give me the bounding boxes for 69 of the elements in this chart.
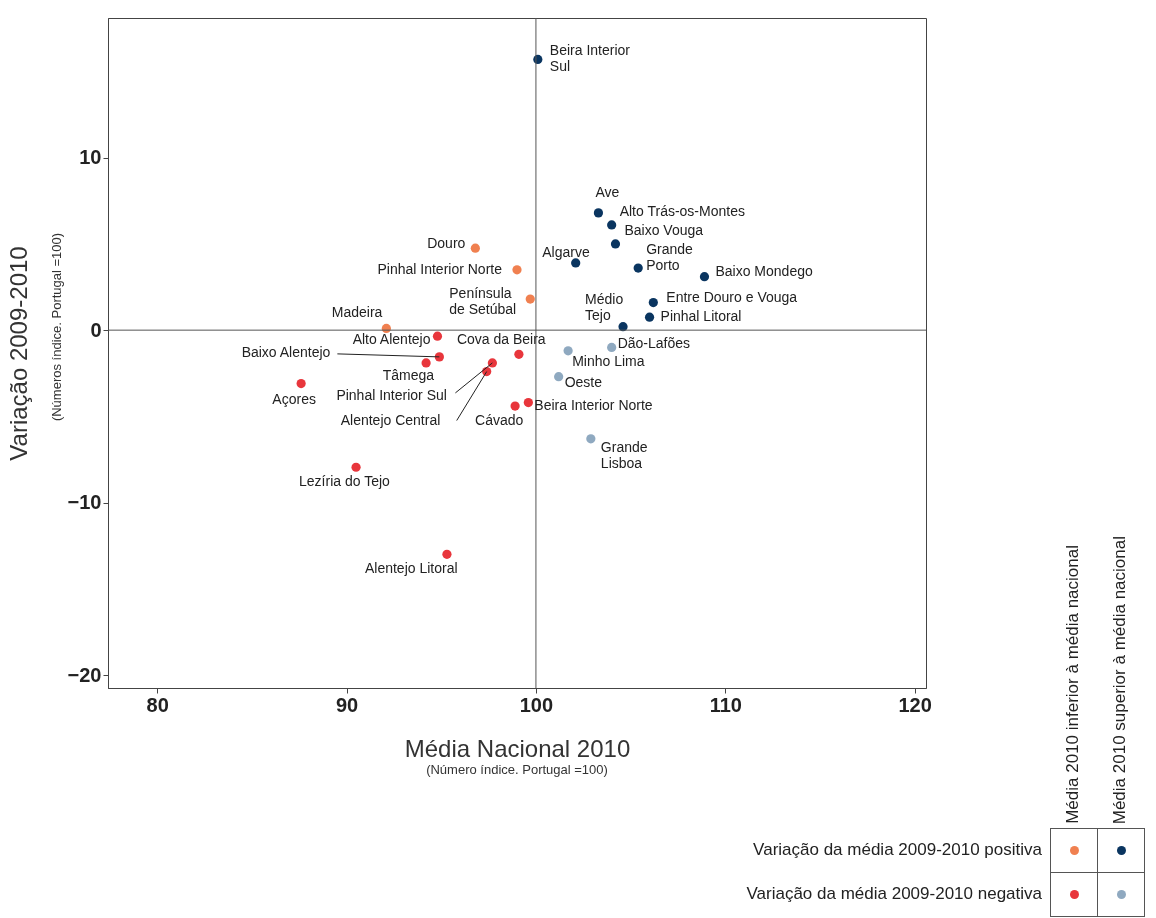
text: Média 2010 inferior à média nacional bbox=[1063, 545, 1083, 824]
x-tick-label: 120 bbox=[898, 693, 932, 716]
y-tick-label: −10 bbox=[67, 491, 102, 514]
annotation: Cova da Beira bbox=[456, 331, 546, 348]
point bbox=[586, 434, 596, 444]
text: Média 2010 superior à média nacional bbox=[1110, 535, 1130, 824]
annotation: Baixo Vouga bbox=[624, 221, 704, 238]
annotation: Grande Lisboa bbox=[600, 438, 648, 471]
annotation: Baixo Mondego bbox=[715, 262, 813, 279]
x-tick-label: 80 bbox=[146, 693, 169, 716]
annotation: Península de Setúbal bbox=[449, 285, 517, 318]
point bbox=[610, 239, 621, 249]
annotation: Pinhal Interior Norte bbox=[377, 260, 503, 277]
point bbox=[648, 297, 658, 308]
x-axis-title: Média Nacional 2010 bbox=[404, 734, 631, 762]
point bbox=[510, 401, 520, 411]
annotation: Açores bbox=[272, 390, 316, 407]
annotation: Lezíria do Tejo bbox=[299, 473, 391, 490]
annotation: Alentejo Litoral bbox=[364, 560, 458, 577]
text: (Números índice. Portugal =100) bbox=[49, 232, 64, 422]
x-tick-label: 100 bbox=[519, 693, 554, 716]
annotation: Pinhal Litoral bbox=[660, 308, 742, 325]
point bbox=[514, 349, 524, 359]
annotation: Pinhal Interior Sul bbox=[336, 386, 447, 403]
point bbox=[699, 272, 710, 282]
point bbox=[421, 358, 431, 368]
point bbox=[351, 462, 361, 472]
point bbox=[554, 372, 564, 382]
point bbox=[512, 265, 522, 275]
annotation: Algarve bbox=[542, 243, 590, 260]
annotation: Médio Tejo bbox=[585, 290, 624, 323]
text: Variação da média 2009-2010 negativa bbox=[746, 884, 1042, 904]
annotation: Alentejo Central bbox=[340, 411, 441, 428]
annotation: Entre Douro e Vouga bbox=[666, 288, 798, 305]
point bbox=[523, 397, 533, 408]
annotation: Douro bbox=[427, 235, 466, 252]
annotation: Dão-Lafões bbox=[617, 335, 691, 352]
y-axis-title: Variação 2009-2010 bbox=[4, 246, 32, 461]
text: Variação da média 2009-2010 positiva bbox=[753, 840, 1042, 860]
annotation: Cávado bbox=[475, 412, 524, 429]
annotation: Baixo Alentejo bbox=[241, 343, 331, 360]
annotation: Grande Porto bbox=[646, 241, 694, 274]
point bbox=[442, 549, 452, 559]
y-tick-label: 10 bbox=[79, 146, 102, 169]
point bbox=[434, 352, 444, 362]
x-tick-label: 90 bbox=[335, 693, 359, 716]
point bbox=[593, 208, 604, 218]
point bbox=[470, 243, 480, 253]
point bbox=[563, 346, 573, 356]
annotation: Beira Interior Norte bbox=[534, 396, 653, 413]
point bbox=[644, 312, 655, 322]
y-tick-label: −20 bbox=[67, 663, 102, 686]
annotation: Alto Alentejo bbox=[352, 331, 431, 348]
annotation: Alto Trás-os-Montes bbox=[619, 202, 745, 219]
annotation: Tâmega bbox=[382, 366, 435, 383]
annotation: Ave bbox=[595, 183, 620, 200]
point bbox=[633, 263, 643, 273]
point bbox=[432, 331, 443, 341]
point bbox=[607, 342, 617, 352]
point bbox=[296, 379, 306, 389]
annotation: Oeste bbox=[564, 373, 603, 390]
point bbox=[607, 220, 617, 230]
point bbox=[525, 294, 535, 304]
annotation: Beira Interior Sul bbox=[549, 42, 631, 75]
y-tick-label: 0 bbox=[90, 318, 102, 341]
x-tick-label: 110 bbox=[709, 693, 742, 716]
annotation: Minho Lima bbox=[572, 352, 645, 369]
text: (Número índice. Portugal =100) bbox=[426, 762, 608, 777]
annotation: Madeira bbox=[331, 304, 383, 321]
